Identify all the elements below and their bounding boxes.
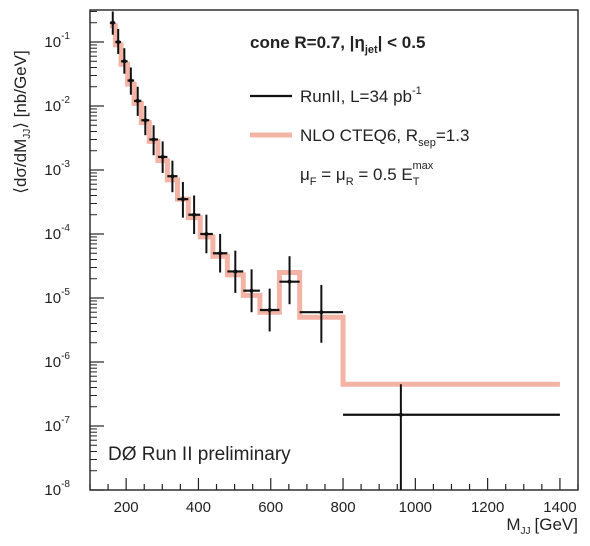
y-tick-label: 10-8 <box>44 479 70 499</box>
data-points <box>109 11 560 490</box>
x-tick-label: 600 <box>258 499 283 516</box>
legend-label-theory: NLO CTEQ6, Rsep=1.3 <box>300 126 469 149</box>
data-point <box>243 269 260 313</box>
data-point <box>299 284 344 343</box>
data-point <box>121 48 128 74</box>
legend-label-data: RunII, L=34 pb-1 <box>300 85 422 106</box>
y-tick-label: 10-3 <box>44 159 70 179</box>
x-tick-label: 1000 <box>399 499 432 516</box>
x-tick-label: 400 <box>186 499 211 516</box>
data-point <box>177 181 189 218</box>
data-point <box>157 141 168 173</box>
y-tick-label: 10-6 <box>44 351 70 371</box>
data-point <box>259 288 280 332</box>
plot-frame <box>89 9 579 491</box>
x-tick-label: 200 <box>114 499 139 516</box>
data-point <box>134 86 142 116</box>
legend: cone R=0.7, |ηjet| < 0.5 RunII, L=34 pb-… <box>250 33 469 188</box>
y-tick-label: 10-4 <box>44 223 70 243</box>
x-tick-label: 1200 <box>471 499 504 516</box>
y-axis-label: ⟨dσ/dMJJ⟩ [nb/GeV] <box>11 50 33 193</box>
data-point <box>141 106 150 136</box>
y-tick-label: 10-5 <box>44 287 70 307</box>
data-point <box>167 160 178 193</box>
x-axis-label: MJJ [GeV] <box>506 515 578 537</box>
data-point <box>279 256 300 305</box>
legend-header: cone R=0.7, |ηjet| < 0.5 <box>250 33 425 56</box>
data-point <box>115 28 122 54</box>
x-tick-label: 800 <box>331 499 356 516</box>
legend-scale-note: μF = μR = 0.5 ETmax <box>300 160 434 188</box>
y-axis-ticks: 10-8 10-7 10-6 10-5 10-4 10-3 10-2 10-1 <box>44 10 104 499</box>
y-tick-label: 10-1 <box>44 31 70 51</box>
y-tick-label: 10-7 <box>44 415 70 435</box>
data-point <box>127 67 135 95</box>
data-point <box>212 234 228 273</box>
preliminary-annotation: DØ Run II preliminary <box>108 444 291 465</box>
data-point <box>227 250 244 293</box>
data-point <box>109 11 116 35</box>
data-point <box>200 214 213 254</box>
data-point <box>149 125 158 156</box>
y-tick-label: 10-2 <box>44 95 70 115</box>
x-tick-label: 1400 <box>543 499 576 516</box>
x-axis-ticks: 200 400 600 800 1000 1200 1400 <box>89 478 579 516</box>
data-point <box>343 384 560 490</box>
data-point <box>188 195 201 234</box>
